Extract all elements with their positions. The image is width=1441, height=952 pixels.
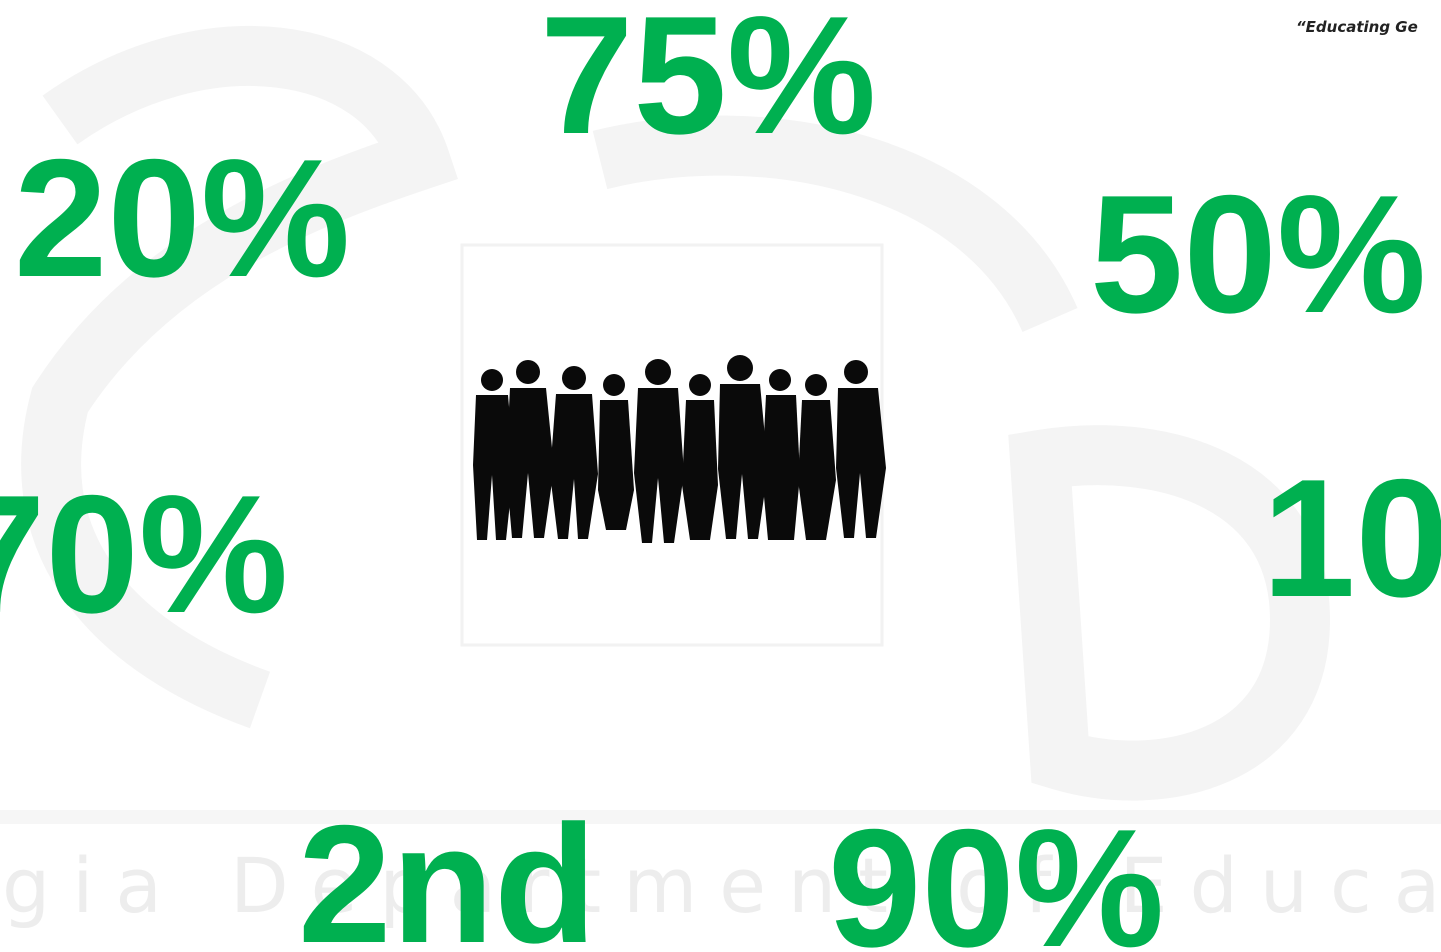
tagline: “Educating Ge xyxy=(1296,18,1418,36)
stat-text: 50% xyxy=(1090,160,1426,348)
watermark-rule xyxy=(0,810,1441,824)
stat-text: 2nd xyxy=(298,790,597,952)
slide: gia Department of Educati “Educating Ge … xyxy=(0,0,1441,952)
stat-text: 10 xyxy=(1262,444,1441,632)
stat-text: 75% xyxy=(540,0,876,169)
stat-text: 90% xyxy=(828,794,1164,952)
stat-text: 70% xyxy=(0,460,288,648)
stat-text: 20% xyxy=(14,124,350,312)
watermark-text: gia Department of Educati xyxy=(2,841,1441,930)
page: gia Department of Educati “Educating Ge … xyxy=(0,0,1441,952)
